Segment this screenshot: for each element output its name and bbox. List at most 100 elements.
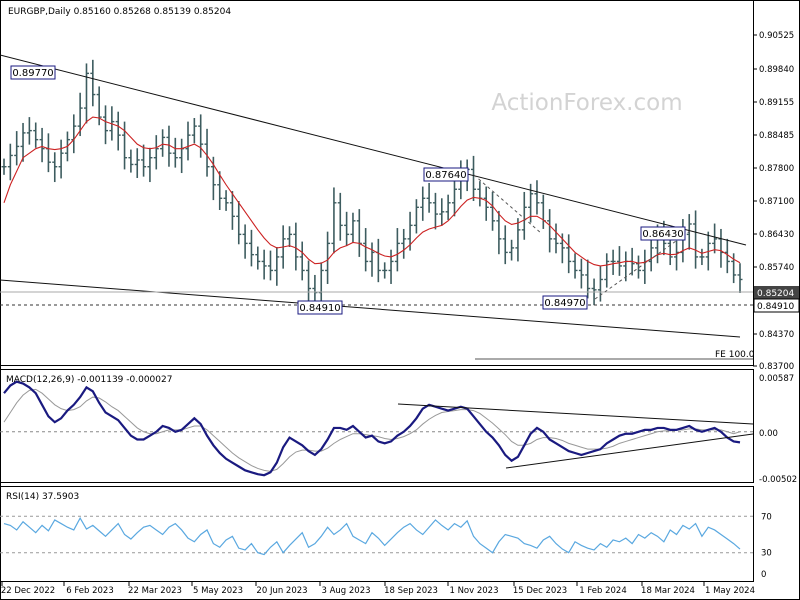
- x-tick-label: 18 Sep 2023: [384, 586, 438, 596]
- y-tick-label: 0.88485: [759, 131, 794, 141]
- price-bar: [103, 105, 109, 145]
- rsi-line: [3, 516, 741, 556]
- price-bar: [680, 219, 686, 263]
- price-bar: [223, 190, 229, 211]
- watermark-text: ActionForex.com: [491, 90, 682, 116]
- fe-label: FE 100.0: [715, 350, 755, 360]
- rsi-title: RSI(14) 37.5903: [6, 492, 79, 502]
- price-bar: [604, 253, 610, 288]
- price-bar: [674, 240, 680, 271]
- price-bar: [96, 86, 102, 126]
- price-bar: [521, 191, 527, 240]
- y-tick-label: 0.85740: [759, 263, 794, 273]
- y-tick-label: 0.83700: [759, 362, 794, 372]
- rsi-y-axis: 70 30 0: [761, 512, 772, 580]
- trendline-layer: [0, 54, 753, 360]
- price-bar: [369, 242, 375, 277]
- rsi-panel-frame: [0, 486, 754, 582]
- y-tick-label: 0.87100: [759, 197, 794, 207]
- price-bar: [236, 200, 242, 245]
- label-text: 0.89770: [12, 68, 53, 79]
- price-bar: [160, 129, 166, 157]
- y-tick-label: 0.89155: [759, 98, 794, 108]
- macd-line: [3, 380, 741, 477]
- price-bar: [572, 253, 578, 279]
- price-bar: [420, 186, 426, 221]
- price-bar: [147, 147, 153, 183]
- price-bar: [344, 211, 350, 247]
- price-bar: [559, 233, 565, 264]
- price-bar: [122, 121, 128, 170]
- lower-trendline: [0, 279, 741, 338]
- x-tick-label: 5 May 2023: [193, 586, 243, 596]
- macd-lower-trendline: [505, 433, 754, 469]
- support-price-tag-text: 0.84910: [757, 302, 794, 312]
- x-tick-label: 1 Nov 2023: [449, 586, 498, 596]
- price-bar: [83, 63, 89, 124]
- price-bar: [712, 223, 718, 254]
- current-price-tag-text: 0.85204: [757, 289, 794, 299]
- price-bar: [58, 139, 64, 179]
- price-bar: [439, 198, 445, 226]
- y-tick-label: 0.84370: [759, 330, 794, 340]
- price-bar: [547, 209, 553, 253]
- label-text: 0.84910: [299, 303, 340, 314]
- label-text: 0.86430: [642, 229, 683, 240]
- price-bar: [566, 234, 572, 274]
- price-bar: [261, 249, 267, 280]
- support-price-tag: 0.84910: [753, 298, 800, 313]
- price-bar: [337, 192, 343, 241]
- y-tick-label: 0.86430: [759, 230, 794, 240]
- price-bar: [445, 194, 451, 220]
- price-bar: [451, 177, 457, 217]
- price-bar: [7, 143, 13, 181]
- price-bar: [248, 229, 254, 267]
- macd-upper-trendline: [397, 403, 754, 425]
- price-bar: [413, 199, 419, 234]
- price-bar: [306, 260, 312, 304]
- label-box: [640, 226, 686, 241]
- price-bar: [401, 228, 407, 259]
- x-tick-label: 1 May 2024: [705, 586, 755, 596]
- rsi-y-tick-label: 30: [761, 549, 772, 559]
- support-price-tag-bg: [753, 298, 800, 313]
- price-bar: [90, 59, 96, 107]
- price-bar: [71, 114, 77, 154]
- label-low-0.84910: 0.84910: [297, 300, 343, 315]
- price-bar: [509, 239, 515, 261]
- price-bar: [426, 182, 432, 213]
- rsi-y-tick-label: 0: [761, 570, 766, 580]
- price-bar: [534, 180, 540, 215]
- price-bar: [179, 138, 185, 174]
- price-bar: [496, 210, 502, 255]
- price-bar: [45, 133, 51, 173]
- price-bar: [724, 238, 730, 274]
- x-tick-label: 18 Mar 2024: [641, 586, 695, 596]
- price-bar: [20, 122, 26, 162]
- price-bar: [128, 149, 134, 173]
- label-box: [10, 65, 56, 80]
- price-bar: [33, 122, 39, 148]
- price-bar: [394, 228, 400, 272]
- price-bar: [331, 187, 337, 254]
- price-bar: [718, 228, 724, 268]
- price-bar: [382, 262, 388, 279]
- rsi-layer: [0, 515, 753, 556]
- price-bar: [477, 181, 483, 207]
- price-bar: [540, 194, 546, 229]
- macd-title: MACD(12,26,9) -0.001139 -0.000027: [6, 375, 172, 385]
- label-high-0.86430: 0.86430: [640, 226, 686, 241]
- price-bar: [185, 121, 191, 161]
- label-box: [542, 295, 588, 310]
- price-bar: [375, 238, 381, 283]
- price-bar: [471, 155, 477, 201]
- price-bar: [39, 127, 45, 163]
- rsi-y-tick-label: 70: [761, 512, 772, 522]
- price-bar: [274, 246, 280, 286]
- price-bar: [737, 263, 743, 293]
- price-bar: [191, 118, 197, 144]
- price-y-axis: 0.90525 0.89840 0.89155 0.88485 0.87800 0.871…: [753, 31, 800, 372]
- y-tick-label: 0.90525: [759, 31, 794, 41]
- moving-average-line: [3, 116, 741, 267]
